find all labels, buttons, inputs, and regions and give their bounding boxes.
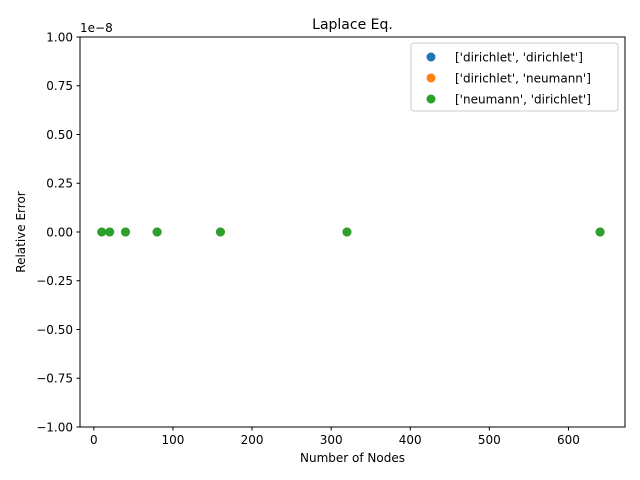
data-point-series-3	[152, 227, 162, 237]
x-tick-label: 600	[557, 433, 580, 447]
data-point-series-3	[120, 227, 130, 237]
legend-label: ['dirichlet', 'dirichlet']	[455, 50, 583, 64]
markers-layer	[97, 227, 605, 237]
y-tick-label: 0.00	[46, 225, 73, 239]
y-ticks: −1.00 −0.75 −0.50 −0.25 0.00 0.25 0.50 0.75 1.00	[36, 30, 80, 434]
data-point-series-3	[97, 227, 107, 237]
data-point-series-3	[595, 227, 605, 237]
legend-label: ['dirichlet', 'neumann']	[455, 71, 591, 85]
legend: ['dirichlet', 'dirichlet'] ['dirichlet', …	[410, 42, 619, 112]
chart-title: Laplace Eq.	[312, 17, 393, 33]
data-point-series-3	[105, 227, 115, 237]
data-point-series-3	[215, 227, 225, 237]
x-tick-label: 100	[161, 433, 184, 447]
x-tick-label: 400	[399, 433, 422, 447]
data-point-series-3	[342, 227, 352, 237]
y-tick-label: 0.25	[46, 177, 73, 191]
x-tick-label: 200	[241, 433, 264, 447]
x-ticks: 0 100 200 300 400 500 600	[90, 427, 580, 447]
legend-marker	[426, 94, 436, 104]
legend-marker	[426, 73, 436, 83]
y-offset-label: 1e−8	[80, 21, 113, 35]
y-tick-label: −0.25	[36, 274, 73, 288]
x-tick-label: 500	[478, 433, 501, 447]
y-tick-label: 0.50	[46, 128, 73, 142]
legend-label: ['neumann', 'dirichlet']	[455, 92, 591, 106]
y-tick-label: −0.75	[36, 372, 73, 386]
y-tick-label: −0.50	[36, 323, 73, 337]
x-axis-label: Number of Nodes	[300, 451, 405, 465]
legend-marker	[426, 52, 436, 62]
y-axis-label: Relative Error	[14, 191, 28, 273]
x-tick-label: 300	[320, 433, 343, 447]
x-tick-label: 0	[90, 433, 98, 447]
y-tick-label: −1.00	[36, 420, 73, 434]
legend-frame	[410, 42, 619, 112]
y-tick-label: 1.00	[46, 30, 73, 44]
y-tick-label: 0.75	[46, 79, 73, 93]
